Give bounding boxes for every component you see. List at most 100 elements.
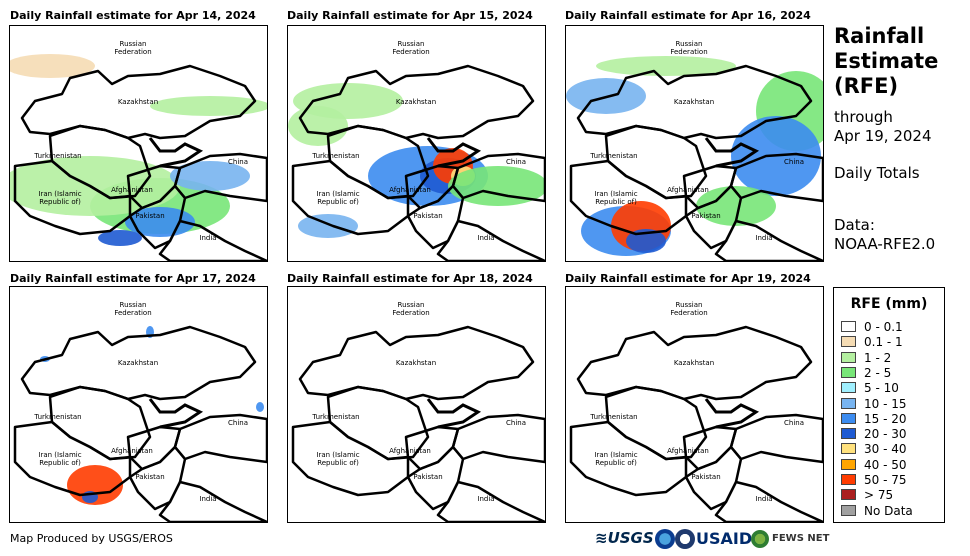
data-source: NOAA-RFE2.0 <box>834 235 936 253</box>
map-label-india: India <box>199 495 217 503</box>
legend-label: 30 - 40 <box>864 442 907 457</box>
map-apr16[interactable]: Russian Federation Kazakhstan Turkmenistan C… <box>565 25 824 262</box>
map-label-afghanistan: Afghanistan <box>389 186 431 194</box>
map-apr18[interactable]: Russian Federation Kazakhstan Turkmenistan C… <box>287 286 546 523</box>
legend-swatch <box>841 412 856 424</box>
rainfall-area <box>98 230 142 246</box>
country-border <box>426 398 482 429</box>
map-label-afghanistan: Afghanistan <box>667 447 709 455</box>
country-border <box>729 413 823 464</box>
map-canvas <box>566 56 823 261</box>
map-label-china: China <box>784 419 804 427</box>
map-apr15[interactable]: Russian Federation Kazakhstan Turkmenistan C… <box>287 25 546 262</box>
rainfall-area <box>10 54 95 78</box>
map-label-pakistan: Pakistan <box>135 212 165 220</box>
rainfall-area <box>170 161 250 191</box>
rainfall-area <box>256 402 264 412</box>
rainfall-area <box>125 207 195 237</box>
map-label-afghanistan: Afghanistan <box>111 447 153 455</box>
country-border <box>158 480 267 522</box>
legend-swatch <box>841 428 856 440</box>
country-border <box>291 159 410 236</box>
map-label-india: India <box>755 495 773 503</box>
map-label-russia: Russian Federation <box>392 40 430 56</box>
map-label-russia: Russian Federation <box>392 301 430 317</box>
legend-swatch <box>841 504 856 516</box>
usgs-logo: ≋USGS <box>595 529 654 547</box>
country-border <box>569 420 688 497</box>
map-label-turkmenistan: Turkmenistan <box>34 413 82 421</box>
panel-title-apr14: Daily Rainfall estimate for Apr 14, 2024 <box>10 9 256 22</box>
legend-swatch <box>841 458 856 470</box>
legend-swatch <box>841 321 856 332</box>
map-canvas <box>288 64 545 261</box>
legend-label: 2 - 5 <box>864 365 892 380</box>
rainfall-area <box>298 214 358 238</box>
map-label-turkmenistan: Turkmenistan <box>312 152 360 160</box>
map-canvas <box>10 54 267 261</box>
map-label-russia: Russian Federation <box>670 40 708 56</box>
map-label-pakistan: Pakistan <box>413 473 443 481</box>
legend-swatch <box>841 336 856 348</box>
panel-title-apr16: Daily Rainfall estimate for Apr 16, 2024 <box>565 9 811 22</box>
through-label: through <box>834 108 893 126</box>
map-label-india: India <box>477 234 495 242</box>
legend-label: 15 - 20 <box>864 411 907 426</box>
legend-label: 20 - 30 <box>864 427 907 442</box>
rainfall-area <box>596 56 736 76</box>
legend-label: 1 - 2 <box>864 350 892 365</box>
map-label-kazakhstan: Kazakhstan <box>117 359 159 367</box>
map-label-india: India <box>477 495 495 503</box>
panel-title-apr19: Daily Rainfall estimate for Apr 19, 2024 <box>565 272 811 285</box>
map-label-china: China <box>506 419 526 427</box>
country-border <box>13 159 132 236</box>
map-apr19[interactable]: Russian Federation Kazakhstan Turkmenistan C… <box>565 286 824 523</box>
legend-swatch <box>841 351 856 363</box>
data-label: Data: <box>834 216 875 234</box>
fews-logo-icon <box>751 530 769 548</box>
map-label-turkmenistan: Turkmenistan <box>34 152 82 160</box>
map-label-kazakhstan: Kazakhstan <box>673 359 715 367</box>
legend-label: 0.1 - 1 <box>864 335 903 350</box>
map-label-kazakhstan: Kazakhstan <box>395 98 437 106</box>
legend-label: 10 - 15 <box>864 396 907 411</box>
map-apr14[interactable]: Russian Federation Kazakhstan Turkmenistan C… <box>9 25 268 262</box>
map-label-iran: Iran (Islamic Republic of) <box>594 451 638 467</box>
panel-title-apr18: Daily Rainfall estimate for Apr 18, 2024 <box>287 272 533 285</box>
map-label-china: China <box>228 419 248 427</box>
legend-swatch <box>841 474 856 485</box>
rainfall-area <box>150 96 267 116</box>
country-border <box>173 152 267 203</box>
map-label-russia: Russian Federation <box>114 301 152 317</box>
map-label-pakistan: Pakistan <box>135 473 165 481</box>
legend-title: RFE (mm) <box>850 296 928 312</box>
map-label-pakistan: Pakistan <box>691 212 721 220</box>
country-border <box>436 219 545 261</box>
country-border <box>714 480 823 522</box>
legend-swatch <box>841 382 856 394</box>
map-label-iran: Iran (Islamic Republic of) <box>38 190 82 206</box>
rainfall-area <box>696 186 776 226</box>
map-label-turkmenistan: Turkmenistan <box>312 413 360 421</box>
map-label-turkmenistan: Turkmenistan <box>590 152 638 160</box>
map-label-india: India <box>755 234 773 242</box>
country-border <box>704 137 760 168</box>
map-label-afghanistan: Afghanistan <box>389 447 431 455</box>
credit-text: Map Produced by USGS/EROS <box>10 532 173 545</box>
map-label-pakistan: Pakistan <box>691 473 721 481</box>
state-seal-icon <box>675 529 695 549</box>
country-border <box>451 152 545 203</box>
usaid-logo: USAID <box>696 529 753 548</box>
country-border <box>436 480 545 522</box>
rainfall-area <box>10 156 180 216</box>
map-label-afghanistan: Afghanistan <box>111 186 153 194</box>
legend-swatch <box>841 489 856 501</box>
map-label-kazakhstan: Kazakhstan <box>395 359 437 367</box>
legend-label: 5 - 10 <box>864 381 899 396</box>
map-label-turkmenistan: Turkmenistan <box>590 413 638 421</box>
map-label-china: China <box>784 158 804 166</box>
legend-swatch <box>841 366 856 378</box>
map-apr17[interactable]: Russian Federation Kazakhstan Turkmenistan C… <box>9 286 268 523</box>
country-border <box>714 219 823 261</box>
